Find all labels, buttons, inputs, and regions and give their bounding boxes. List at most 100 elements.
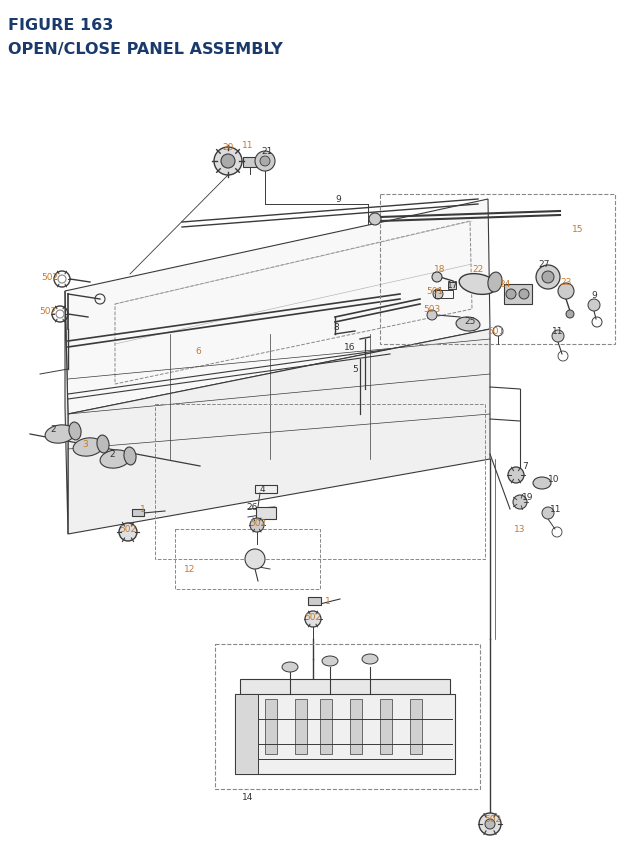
Text: 20: 20 [222,143,234,152]
Circle shape [305,611,321,628]
Text: 3: 3 [82,440,88,449]
Bar [256,507,276,519]
Text: 1: 1 [325,597,331,606]
Text: 25: 25 [464,317,476,326]
Circle shape [432,273,442,282]
Circle shape [255,152,275,172]
Ellipse shape [69,423,81,441]
Circle shape [566,311,574,319]
Text: 11: 11 [550,505,562,514]
Text: 22: 22 [472,265,484,274]
Text: 6: 6 [195,347,201,356]
Bar [320,699,332,754]
Circle shape [508,468,524,483]
Text: 17: 17 [447,282,459,290]
Ellipse shape [282,662,298,672]
Ellipse shape [73,438,103,456]
Bar [435,291,453,299]
Text: 19: 19 [522,493,534,502]
Ellipse shape [533,478,551,489]
Polygon shape [235,694,455,774]
Circle shape [552,331,564,343]
Bar [380,699,392,754]
Circle shape [260,157,270,167]
Text: 27: 27 [538,260,550,269]
Ellipse shape [460,275,497,295]
Text: 502: 502 [484,815,502,823]
Bar [350,699,362,754]
Text: 9: 9 [591,291,597,300]
Polygon shape [240,679,450,699]
Circle shape [427,311,437,320]
Bar [132,510,144,517]
Bar [504,285,532,305]
Text: 4: 4 [259,485,265,494]
Ellipse shape [322,656,338,666]
Text: 26: 26 [246,503,258,512]
Circle shape [119,523,137,542]
Text: 2: 2 [50,425,56,434]
Text: 21: 21 [261,147,273,157]
Text: 502: 502 [40,307,56,316]
Text: OPEN/CLOSE PANEL ASSEMBLY: OPEN/CLOSE PANEL ASSEMBLY [8,42,283,57]
Bar [295,699,307,754]
Text: 18: 18 [435,265,445,274]
Circle shape [214,148,242,176]
Text: 11: 11 [552,327,564,336]
Text: 10: 10 [548,475,560,484]
Bar [410,699,422,754]
Ellipse shape [124,448,136,466]
Ellipse shape [45,425,75,443]
Circle shape [506,289,516,300]
Circle shape [479,813,501,835]
Ellipse shape [362,654,378,664]
Text: 1: 1 [140,505,146,514]
Circle shape [250,518,264,532]
Bar [448,282,456,289]
Ellipse shape [456,318,480,331]
Text: FIGURE 163: FIGURE 163 [8,18,113,33]
Text: 15: 15 [572,226,584,234]
Text: 23: 23 [560,278,572,288]
Circle shape [588,300,600,312]
Polygon shape [65,200,490,414]
Text: 14: 14 [243,793,253,802]
Bar [265,699,277,754]
Text: 12: 12 [184,565,196,573]
Text: 5: 5 [352,365,358,374]
Text: 24: 24 [499,280,511,289]
Text: 13: 13 [515,525,525,534]
Text: 501: 501 [426,288,444,296]
Text: 502: 502 [250,519,267,528]
Text: 502: 502 [120,525,136,534]
Text: 502: 502 [305,613,321,622]
Ellipse shape [488,273,502,293]
Circle shape [245,549,265,569]
Circle shape [221,155,235,169]
Text: 8: 8 [333,323,339,332]
Circle shape [433,289,443,300]
Polygon shape [235,694,258,774]
Bar [243,158,257,168]
Polygon shape [65,292,68,535]
Polygon shape [68,330,490,535]
Circle shape [542,272,554,283]
Circle shape [536,266,560,289]
Bar [308,598,321,605]
Circle shape [519,289,529,300]
Circle shape [558,283,574,300]
Text: 11: 11 [243,140,253,149]
Bar [255,486,277,493]
Text: 503: 503 [424,305,440,314]
Ellipse shape [100,450,130,468]
Ellipse shape [97,436,109,454]
Text: 502: 502 [42,273,59,282]
Circle shape [513,495,527,510]
Text: 2: 2 [109,450,115,459]
Text: 501: 501 [488,327,504,336]
Text: 16: 16 [344,343,356,352]
Circle shape [485,819,495,829]
Text: 7: 7 [522,462,528,471]
Circle shape [542,507,554,519]
Text: 9: 9 [335,195,341,204]
